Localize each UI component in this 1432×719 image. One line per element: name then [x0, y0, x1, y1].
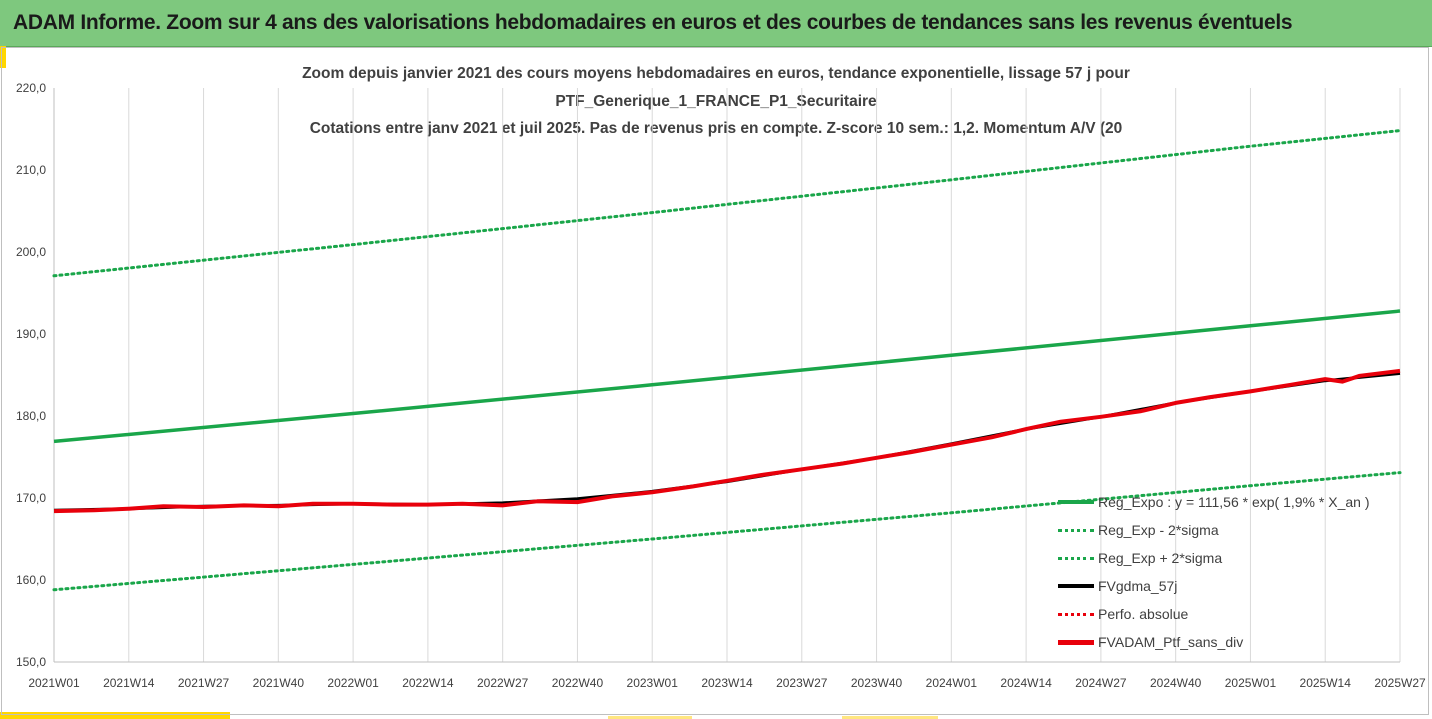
y-tick-label: 180,0 — [16, 409, 46, 423]
x-tick-label: 2025W01 — [1225, 676, 1277, 690]
x-tick-label: 2023W01 — [627, 676, 679, 690]
accent-bar-bottom — [0, 712, 230, 719]
series-line — [52, 471, 1402, 592]
legend-label: FVgdma_57j — [1098, 578, 1178, 594]
legend-label: FVADAM_Ptf_sans_div — [1098, 634, 1244, 650]
legend-swatch — [1058, 584, 1094, 588]
series-line — [53, 309, 1401, 444]
x-tick-label: 2024W40 — [1150, 676, 1202, 690]
x-tick-label: 2023W40 — [851, 676, 903, 690]
x-tick-label: 2021W27 — [178, 676, 230, 690]
chart-frame — [1, 47, 1429, 715]
report-title: ADAM Informe. Zoom sur 4 ans des valoris… — [13, 11, 1293, 34]
legend-swatch — [1058, 556, 1094, 560]
x-tick-label: 2022W27 — [477, 676, 529, 690]
legend-item: Reg_Exp - 2*sigma — [1058, 519, 1219, 541]
legend-item: Reg_Exp + 2*sigma — [1058, 547, 1222, 569]
y-tick-label: 170,0 — [16, 491, 46, 505]
legend-item: Reg_Expo : y = 111,56 * exp( 1,9% * X_an… — [1058, 491, 1369, 513]
chart-title-line-2: PTF_Generique_1_FRANCE_P1_Securitaire — [555, 93, 877, 110]
y-tick-label: 210,0 — [16, 163, 46, 177]
legend-item: FVgdma_57j — [1058, 575, 1177, 597]
legend-label: Reg_Exp + 2*sigma — [1098, 550, 1223, 566]
legend-label: Reg_Expo : y = 111,56 * exp( 1,9% * X_an… — [1098, 494, 1370, 510]
accent-bar-mid — [842, 716, 938, 719]
x-tick-label: 2021W01 — [28, 676, 80, 690]
x-tick-label: 2024W01 — [926, 676, 978, 690]
x-tick-label: 2024W27 — [1075, 676, 1127, 690]
x-tick-label: 2022W40 — [552, 676, 604, 690]
x-tick-label: 2025W27 — [1374, 676, 1426, 690]
legend-swatch — [1058, 612, 1094, 616]
x-tick-label: 2023W14 — [701, 676, 753, 690]
x-tick-label: 2021W40 — [253, 676, 305, 690]
x-tick-label: 2025W14 — [1300, 676, 1352, 690]
x-tick-label: 2023W27 — [776, 676, 828, 690]
legend-swatch — [1058, 500, 1094, 504]
x-tick-label: 2021W14 — [103, 676, 155, 690]
x-tick-label: 2022W01 — [327, 676, 379, 690]
y-tick-label: 190,0 — [16, 327, 46, 341]
y-tick-label: 200,0 — [16, 245, 46, 259]
legend-label: Reg_Exp - 2*sigma — [1098, 522, 1219, 538]
legend-item: FVADAM_Ptf_sans_div — [1058, 631, 1243, 653]
legend-swatch — [1058, 528, 1094, 532]
chart-title-line-3: Cotations entre janv 2021 et juil 2025. … — [309, 120, 1123, 137]
x-tick-label: 2022W14 — [402, 676, 454, 690]
accent-bar-mid — [608, 716, 692, 719]
legend-item: Perfo. absolue — [1058, 603, 1188, 625]
y-tick-label: 150,0 — [16, 655, 46, 669]
y-tick-label: 160,0 — [16, 573, 46, 587]
accent-bar-top — [0, 46, 6, 68]
chart-title-line-1: Zoom depuis janvier 2021 des cours moyen… — [302, 65, 1130, 82]
series-line — [52, 129, 1402, 278]
legend-label: Perfo. absolue — [1098, 606, 1189, 622]
legend-swatch — [1058, 639, 1094, 645]
report-banner: ADAM Informe. Zoom sur 4 ans des valoris… — [0, 0, 1432, 47]
series-line — [53, 368, 1401, 514]
x-tick-label: 2024W14 — [1000, 676, 1052, 690]
y-tick-label: 220,0 — [16, 81, 46, 95]
